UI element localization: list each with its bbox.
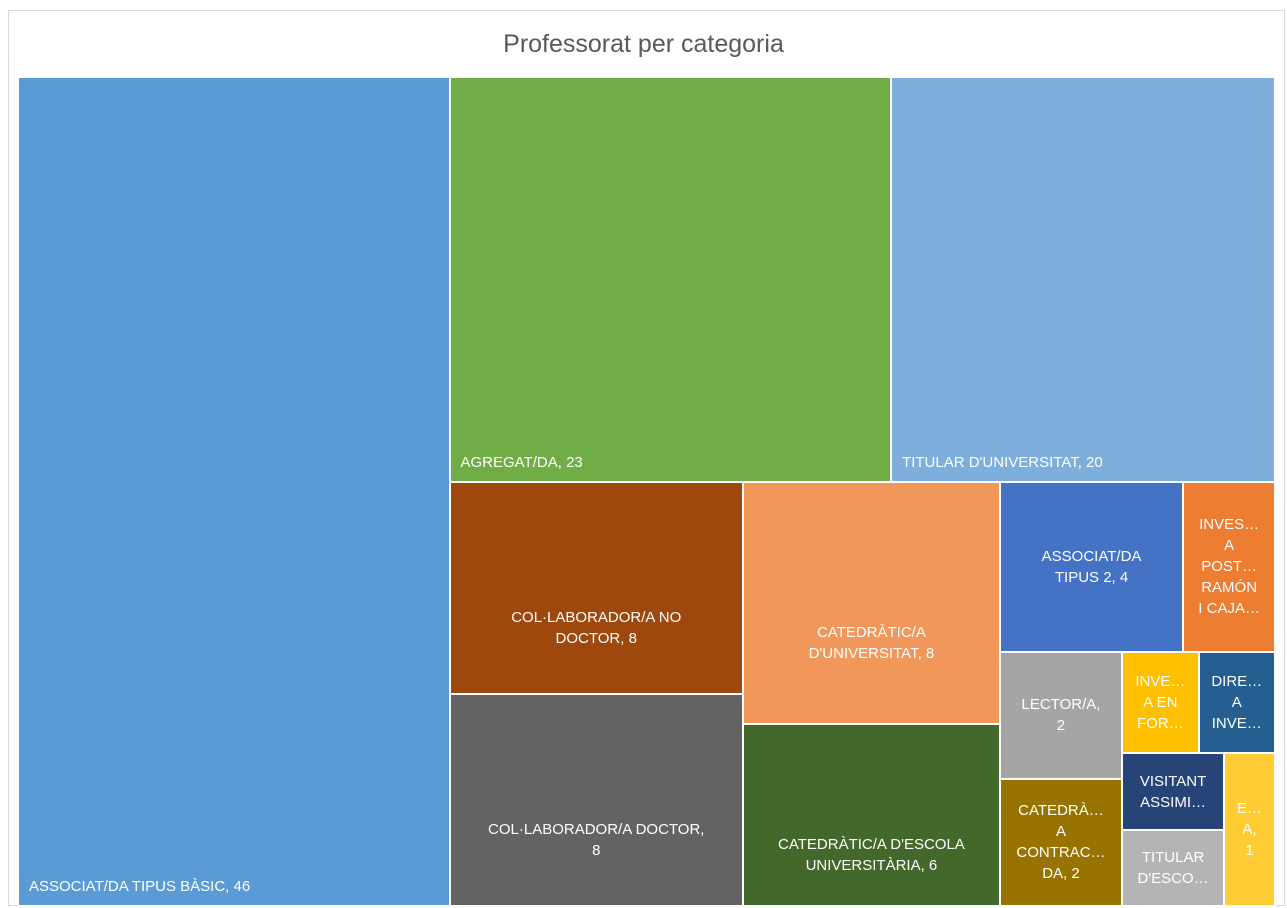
tile: CATEDRÀTIC/A D'UNIVERSITAT, 8 [743,482,1000,725]
tile: CATEDRÀTIC/A D'ESCOLA UNIVERSITÀRIA, 6 [743,724,1000,906]
tile: INVE… A EN FOR… [1122,651,1199,754]
tile: LECTOR/A, 2 [999,651,1123,779]
tile: COL·LABORADOR/A DOCTOR, 8 [449,694,743,906]
tile-label: AGREGAT/DA, 23 [460,454,583,472]
tile-label: TITULAR D'ESCO… [1137,848,1209,887]
tile: COL·LABORADOR/A NO DOCTOR, 8 [449,482,743,695]
tile: E… A, 1 [1224,753,1275,906]
tile: DIRE… A INVE… [1198,651,1275,754]
tile-label: CATEDRÀ… A CONTRAC… DA, 2 [1016,802,1106,883]
tile-label: LECTOR/A, 2 [1021,696,1101,735]
tile-label: INVES… A POST… RAMÓN I CAJA… [1198,516,1260,618]
tile-label: VISITANT ASSIMI… [1139,772,1207,811]
tile: AGREGAT/DA, 23 [449,77,892,483]
tile-label: TITULAR D'UNIVERSITAT, 20 [902,454,1103,472]
tile-label: ASSOCIAT/DA TIPUS BÀSIC, 46 [29,878,251,895]
tile-label: E… A, 1 [1237,800,1263,860]
tile: ASSOCIAT/DA TIPUS 2, 4 [999,482,1184,652]
tile: CATEDRÀ… A CONTRAC… DA, 2 [999,778,1123,906]
chart-title: Professorat per categoria [503,30,784,58]
tile-label: CATEDRÀTIC/A D'UNIVERSITAT, 8 [808,624,935,663]
tile-label: INVE… A EN FOR… [1135,673,1186,732]
tile-label: COL·LABORADOR/A DOCTOR, 8 [488,821,705,860]
tile: VISITANT ASSIMI… [1122,753,1225,830]
tile: TITULAR D'ESCO… [1122,829,1225,906]
tile-label: ASSOCIAT/DA TIPUS 2, 4 [1041,547,1142,586]
tile: TITULAR D'UNIVERSITAT, 20 [891,77,1275,483]
treemap: ASSOCIAT/DA TIPUS BÀSIC, 46 AGREGAT/DA, 2… [18,77,1275,906]
tile: INVES… A POST… RAMÓN I CAJA… [1183,482,1275,652]
tile-label: COL·LABORADOR/A NO DOCTOR, 8 [511,609,682,648]
tile-label: DIRE… A INVE… [1211,673,1263,732]
tile-label: CATEDRÀTIC/A D'ESCOLA UNIVERSITÀRIA, 6 [778,836,965,875]
tile: ASSOCIAT/DA TIPUS BÀSIC, 46 [18,77,450,906]
